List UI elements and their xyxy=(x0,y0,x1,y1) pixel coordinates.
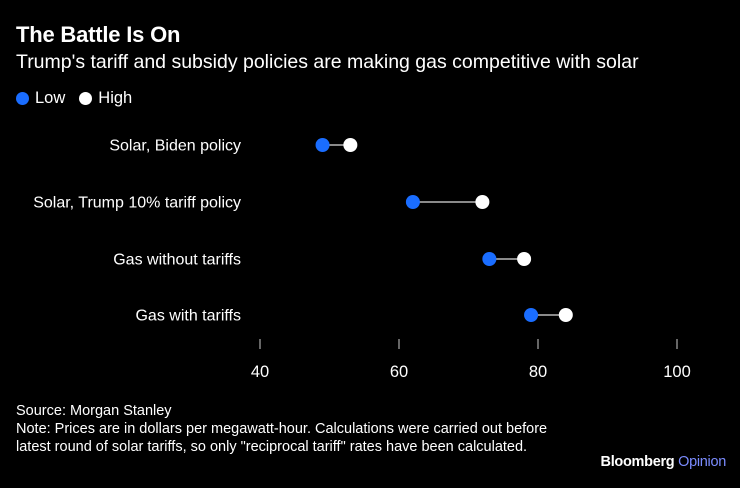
footer-notes: Source: Morgan Stanley Note: Prices are … xyxy=(16,402,576,456)
chart-subtitle: Trump's tariff and subsidy policies are … xyxy=(16,51,639,73)
note-text: Note: Prices are in dollars per megawatt… xyxy=(16,421,548,455)
low-point-2 xyxy=(482,252,497,266)
category-label-1: Solar, Trump 10% tariff policy xyxy=(33,195,241,212)
x-tick-label-100: 100 xyxy=(663,363,691,381)
x-tick-label-40: 40 xyxy=(251,363,269,381)
source-text: Source: Morgan Stanley xyxy=(16,403,172,419)
x-tick-label-80: 80 xyxy=(529,363,547,381)
x-tick-label-60: 60 xyxy=(390,363,408,381)
high-point-1 xyxy=(475,195,490,209)
legend-item-low: Low xyxy=(16,89,65,108)
low-point-3 xyxy=(524,308,539,322)
brand-accent: Opinion xyxy=(678,454,726,470)
legend: Low High xyxy=(16,89,146,108)
high-point-0 xyxy=(343,138,358,152)
low-point-1 xyxy=(405,195,420,209)
chart-title: The Battle Is On xyxy=(16,22,181,47)
high-point-2 xyxy=(517,252,532,266)
brand-logo: Bloomberg Opinion xyxy=(600,454,727,470)
low-point-0 xyxy=(315,138,330,152)
legend-swatch-high xyxy=(79,92,93,105)
legend-item-high: High xyxy=(79,89,132,108)
high-point-3 xyxy=(558,308,573,322)
category-label-2: Gas without tariffs xyxy=(113,252,241,269)
legend-label-high: High xyxy=(98,89,133,107)
category-label-0: Solar, Biden policy xyxy=(109,138,241,155)
dumbbell-chart: 40 60 80 100 Solar, Biden policy Solar, Trump… xyxy=(33,138,691,382)
brand-main: Bloomberg xyxy=(600,454,675,470)
legend-swatch-low xyxy=(16,92,29,105)
legend-label-low: Low xyxy=(35,89,66,107)
category-label-3: Gas with tariffs xyxy=(135,308,241,325)
